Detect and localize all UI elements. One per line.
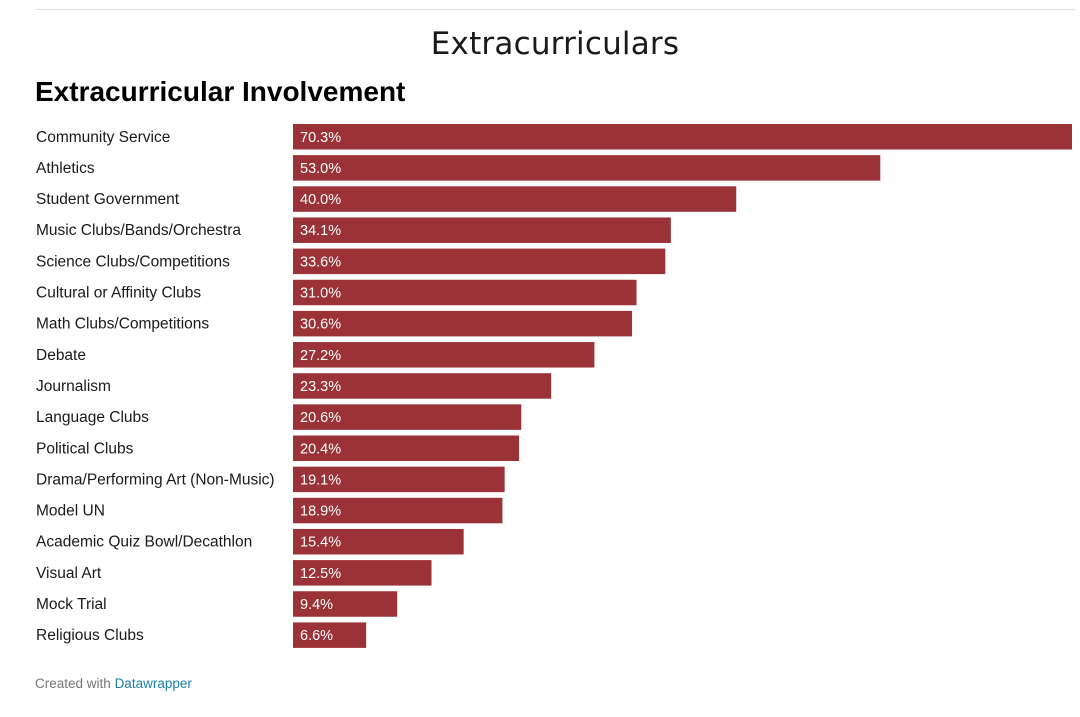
bar-row-drama-performing-art-non-music: Drama/Performing Art (Non-Music) 19.1% [36, 466, 505, 493]
bar-row-community-service: Community Service 70.3% [36, 124, 1072, 150]
value-label: 23.3% [300, 379, 341, 395]
bar [293, 186, 737, 212]
bar [293, 560, 432, 586]
category-label: Visual Art [36, 565, 102, 582]
value-label: 33.6% [300, 254, 341, 270]
bar-row-athletics: Athletics 53.0% [36, 155, 881, 181]
bar-row-debate: Debate 27.2% [36, 342, 595, 368]
bar-row-music-clubs-bands-orchestra: Music Clubs/Bands/Orchestra 34.1% [36, 217, 671, 243]
bar [293, 404, 522, 430]
bar-row-academic-quiz-bowl-decathlon: Academic Quiz Bowl/Decathlon 15.4% [36, 528, 464, 555]
value-label: 12.5% [300, 566, 341, 582]
category-label: Language Clubs [36, 409, 149, 426]
category-label: Music Clubs/Bands/Orchestra [36, 222, 241, 239]
category-label: Math Clubs/Competitions [36, 316, 209, 333]
bar-row-visual-art: Visual Art 12.5% [36, 560, 432, 586]
bar-row-language-clubs: Language Clubs 20.6% [36, 404, 522, 430]
bar-row-science-clubs-competitions: Science Clubs/Competitions 33.6% [36, 248, 666, 275]
bar [293, 497, 503, 524]
bar-row-model-un: Model UN 18.9% [36, 497, 503, 524]
category-label: Debate [36, 347, 86, 364]
section-title: Extracurriculars [430, 26, 680, 62]
bar [293, 528, 464, 555]
value-label: 18.9% [300, 504, 341, 520]
value-label: 34.1% [300, 223, 341, 239]
bar [293, 248, 666, 275]
category-label: Academic Quiz Bowl/Decathlon [36, 534, 252, 551]
bar [293, 279, 637, 306]
value-label: 53.0% [300, 161, 341, 177]
value-label: 31.0% [300, 286, 341, 302]
bar [293, 310, 633, 337]
value-label: 9.4% [300, 597, 333, 613]
bar-row-cultural-or-affinity-clubs: Cultural or Affinity Clubs 31.0% [36, 279, 637, 306]
datawrapper-link[interactable]: Datawrapper [114, 676, 192, 691]
bar-row-math-clubs-competitions: Math Clubs/Competitions 30.6% [36, 310, 633, 337]
value-label: 20.4% [300, 441, 341, 457]
bar [293, 373, 552, 399]
bar [293, 342, 595, 368]
value-label: 15.4% [300, 535, 341, 551]
value-label: 40.0% [300, 192, 341, 208]
bar [293, 435, 520, 461]
category-label: Science Clubs/Competitions [36, 253, 230, 270]
bar [293, 124, 1072, 150]
top-divider [35, 9, 1075, 10]
bar-row-religious-clubs: Religious Clubs 6.6% [36, 622, 367, 648]
value-label: 27.2% [300, 348, 341, 364]
footer-prefix: Created with [35, 676, 111, 691]
bar [293, 217, 671, 243]
bar [293, 155, 881, 181]
category-label: Political Clubs [36, 440, 134, 457]
category-label: Mock Trial [36, 596, 107, 613]
category-label: Journalism [36, 378, 111, 395]
category-label: Drama/Performing Art (Non-Music) [36, 471, 275, 488]
value-label: 6.6% [300, 628, 333, 644]
bar [293, 622, 367, 648]
category-label: Model UN [36, 503, 105, 520]
bar-row-mock-trial: Mock Trial 9.4% [36, 591, 398, 617]
value-label: 20.6% [300, 410, 341, 426]
footer-credit: Created with Datawrapper [35, 676, 192, 691]
category-label: Community Service [36, 129, 170, 146]
category-label: Athletics [36, 160, 95, 177]
value-label: 30.6% [300, 317, 341, 333]
bar-row-student-government: Student Government 40.0% [36, 186, 737, 212]
bar-row-political-clubs: Political Clubs 20.4% [36, 435, 520, 461]
category-label: Cultural or Affinity Clubs [36, 285, 201, 302]
bar [293, 591, 398, 617]
category-label: Student Government [36, 191, 180, 208]
bar-row-journalism: Journalism 23.3% [36, 373, 552, 399]
bar [293, 466, 505, 493]
category-label: Religious Clubs [36, 627, 144, 644]
value-label: 70.3% [300, 130, 341, 146]
value-label: 19.1% [300, 472, 341, 488]
chart-title: Extracurricular Involvement [35, 76, 406, 107]
